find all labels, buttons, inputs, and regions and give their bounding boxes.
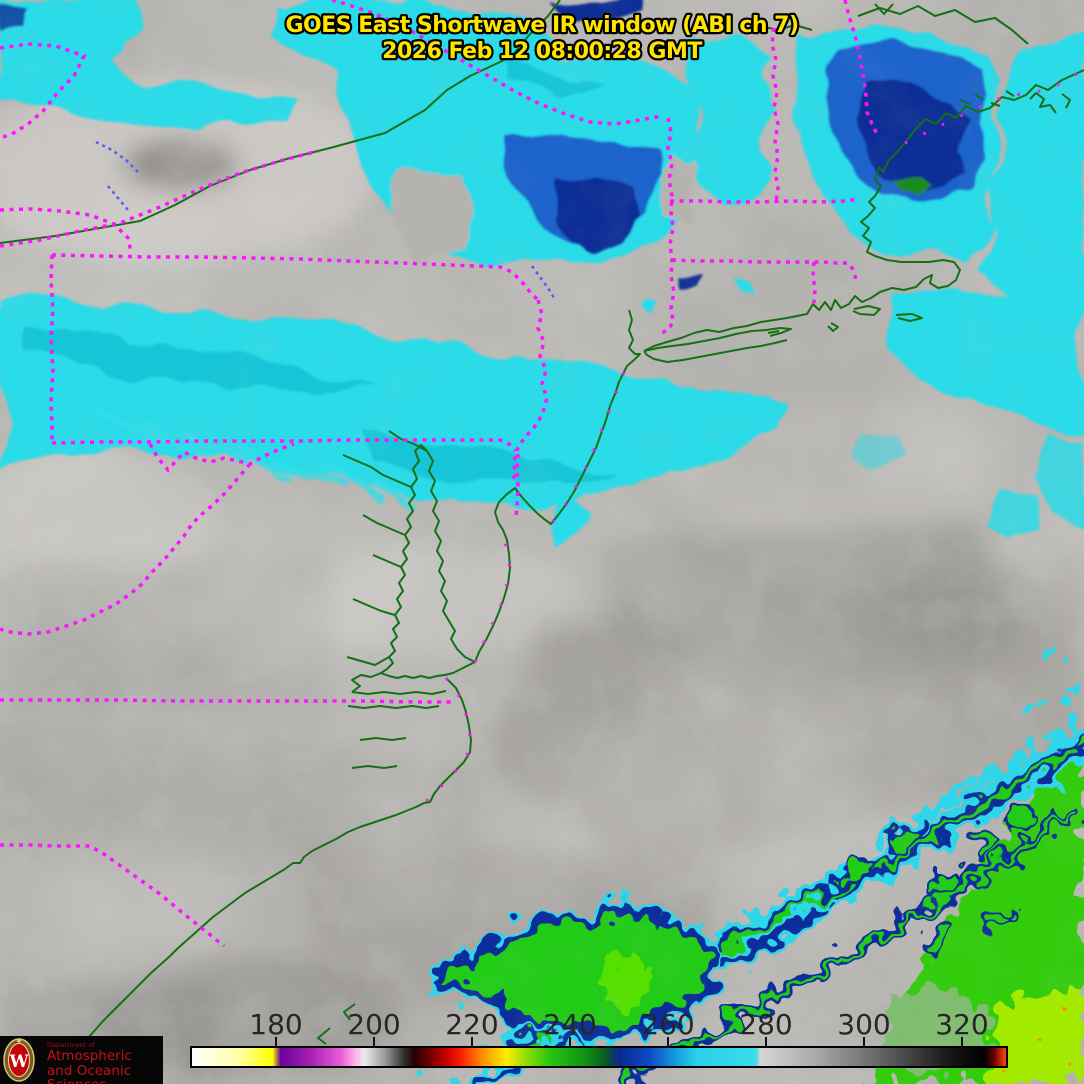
colorbar-label-260: 260: [641, 1008, 695, 1041]
logo-dept-line2: and Oceanic Sciences: [47, 1063, 132, 1084]
colorbar-tick: [373, 1037, 375, 1046]
colorbar-label-220: 220: [445, 1008, 499, 1041]
state-border-layer: [0, 0, 1084, 948]
colorbar-label-240: 240: [543, 1008, 597, 1041]
crest-letter: W: [8, 1052, 29, 1072]
north-border-squiggles: [741, 3, 1029, 45]
hudson-river: [623, 309, 641, 373]
title-line-2: 2026 Feb 12 08:00:28 GMT: [382, 39, 702, 64]
chesapeake-bay: [342, 430, 476, 679]
colorbar-label-200: 200: [347, 1008, 401, 1041]
colorbar-label-180: 180: [249, 1008, 303, 1041]
new-england-coast: [643, 69, 1084, 352]
colorbar-tick: [863, 1037, 865, 1046]
colorbar-label-300: 300: [837, 1008, 891, 1041]
colorbar-tick: [667, 1037, 669, 1046]
long-island: [643, 327, 792, 363]
canada-border-line: [0, 0, 561, 244]
logo-dept-line1: Atmospheric: [47, 1048, 132, 1064]
river-layer: [95, 140, 556, 299]
islands: [767, 90, 1071, 334]
colorbar-tick: [275, 1037, 277, 1046]
colorbar-label-320: 320: [935, 1008, 989, 1041]
colorbar-tick: [471, 1037, 473, 1046]
nc-sounds: [347, 690, 447, 769]
temperature-colorbar: [190, 1046, 1008, 1068]
logo-dept-prefix: Department of: [47, 1041, 95, 1049]
title-line-1: GOES East Shortwave IR window (ABI ch 7): [285, 13, 798, 38]
uw-crest-icon: W: [3, 1038, 35, 1082]
image-title: GOES East Shortwave IR window (ABI ch 7)…: [283, 11, 801, 67]
colorbar-tick: [961, 1037, 963, 1046]
colorbar-label-280: 280: [739, 1008, 793, 1041]
colorbar-tick: [765, 1037, 767, 1046]
outer-banks-carolina-coast: [54, 672, 472, 1084]
nj-delaware-coast: [474, 371, 625, 663]
uw-aos-logo: W Department of Atmospheric and Oceanic …: [0, 1036, 163, 1084]
colorbar-tick: [569, 1037, 571, 1046]
